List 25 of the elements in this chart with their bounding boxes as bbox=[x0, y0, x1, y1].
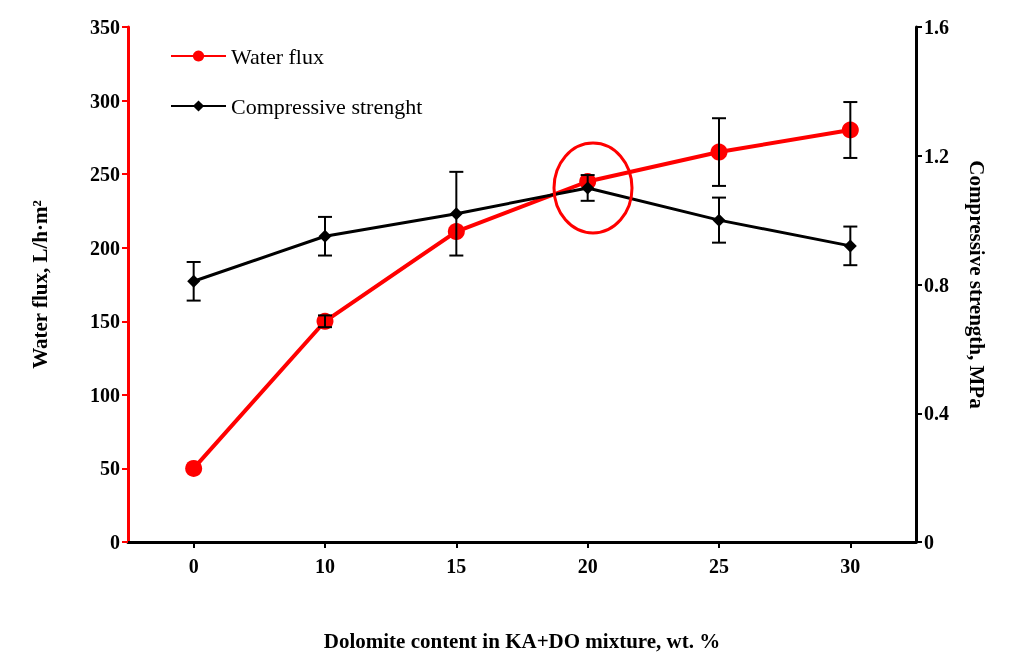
x-tick-label: 10 bbox=[315, 555, 335, 577]
y2-tick-label: 1.6 bbox=[924, 16, 949, 38]
y-tick-label: 150 bbox=[90, 310, 120, 333]
y-tick-label: 200 bbox=[90, 236, 120, 259]
x-axis-title: Dolomite content in KA+DO mixture, wt. % bbox=[323, 628, 721, 653]
x-tick-label: 25 bbox=[709, 555, 729, 577]
y-axis-title: Water flux, L/h·m² bbox=[27, 200, 52, 369]
x-tick-label: 30 bbox=[840, 555, 861, 577]
y-tick-label: 350 bbox=[90, 16, 120, 38]
y-tick-label: 300 bbox=[90, 89, 120, 112]
y2-tick-label: 1.2 bbox=[924, 144, 949, 167]
y2-tick-label: 0.4 bbox=[924, 402, 949, 425]
y-tick-label: 100 bbox=[90, 383, 120, 406]
y2-tick-label: 0.8 bbox=[924, 273, 949, 296]
point bbox=[185, 459, 203, 477]
y2-axis-title: Compressive strength, MPa bbox=[964, 160, 989, 410]
y-tick-label: 250 bbox=[90, 163, 120, 186]
x-tick-label: 20 bbox=[577, 555, 598, 577]
y2-tick-label: 0 bbox=[924, 531, 934, 553]
x-tick-label: 15 bbox=[446, 555, 467, 577]
legend-label: Water flux bbox=[231, 43, 324, 69]
y-tick-label: 50 bbox=[100, 457, 120, 480]
x-tick-label: 0 bbox=[188, 555, 199, 577]
legend-label: Compressive strenght bbox=[231, 93, 423, 119]
y-tick-label: 0 bbox=[110, 531, 120, 553]
